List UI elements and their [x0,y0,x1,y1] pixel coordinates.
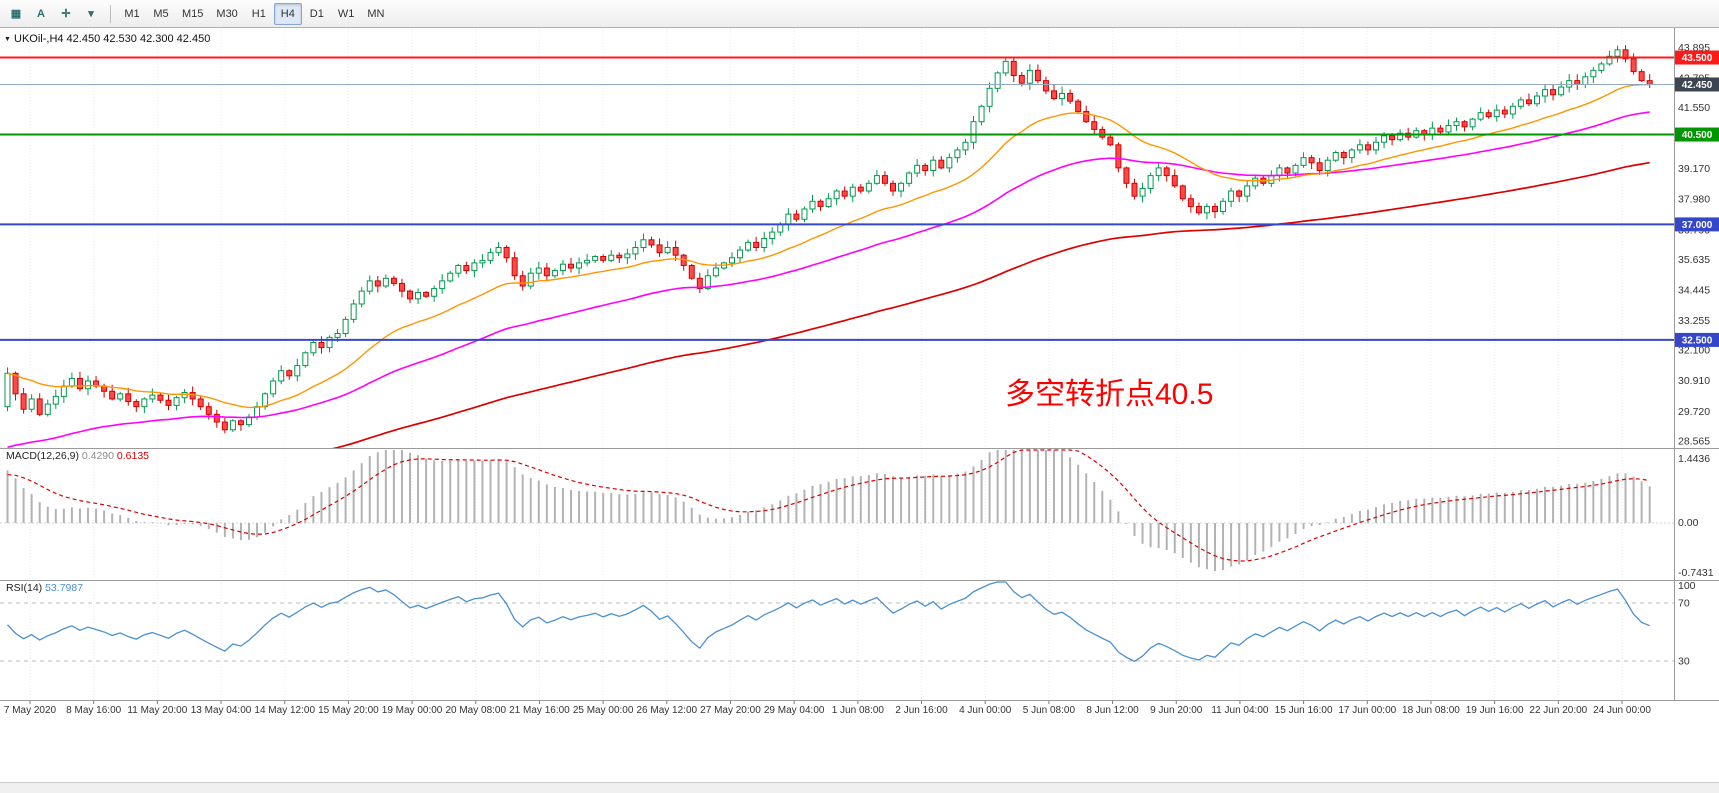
timeframe-group: M1 M5 M15 M30 H1 H4 D1 W1 MN [118,2,390,25]
price-axis[interactable]: 43.89542.70541.55040.36039.17037.98036.7… [1675,42,1719,448]
price-badge-43.500 [1675,50,1719,65]
price-badge-label: 32.500 [1682,335,1713,346]
macd-indicator [0,449,1674,572]
time-label: 19 May 00:00 [382,705,443,716]
price-badge-42.450 [1675,77,1719,92]
macd-scale-label: -0.7431 [1678,567,1714,579]
time-axis[interactable]: 7 May 2020 8 May 16:00 11 May 20:00 13 May … [4,701,1651,716]
symbol-ohlc-header: UKOil-,H4 42.450 42.530 42.300 42.450 [14,33,210,45]
rsi-indicator [0,581,1674,663]
toolbar: ▦ A ✛ ▾ M1 M5 M15 M30 H1 H4 D1 W1 MN [0,0,1719,28]
timeframe-button-m1[interactable]: M1 [124,7,140,20]
price-tick-label: 33.255 [1678,315,1710,327]
time-label: 29 May 04:00 [764,705,825,716]
price-tick-label: 41.550 [1678,102,1710,114]
objects-dropdown-button[interactable]: ▾ [88,8,94,20]
price-tick-label: 29.720 [1678,406,1710,418]
time-label: 2 Jun 16:00 [895,705,948,716]
time-label: 24 Jun 00:00 [1593,705,1651,716]
timeframe-button-m5[interactable]: M5 [153,7,169,20]
drawing-tools-group: ▦ A ✛ ▾ [4,3,103,25]
price-tick-label: 35.635 [1678,254,1710,266]
time-label: 21 May 16:00 [509,705,570,716]
text-label-tool-button[interactable]: A [37,7,45,20]
price-tick-label: 39.170 [1678,163,1710,175]
macd-scale-label: 1.4436 [1678,453,1710,465]
rsi-scale-label: 30 [1678,656,1690,668]
price-tick-label: 28.565 [1678,435,1710,447]
time-label: 20 May 08:00 [445,705,506,716]
price-badge-37.000 [1675,217,1719,232]
timeframe-button-w1[interactable]: W1 [337,7,355,20]
price-tick-label: 37.980 [1678,194,1710,206]
price-chart-area[interactable]: 43.89542.70541.55040.36039.17037.98036.7… [0,28,1719,793]
price-badge-label: 43.500 [1682,53,1713,64]
chart-mode-button[interactable]: ▦ [10,8,22,20]
macd-header: MACD(12,26,9) 0.4290 0.6135 [6,450,149,462]
time-label: 1 Jun 08:00 [832,705,885,716]
time-label: 5 Jun 08:00 [1023,705,1076,716]
price-tick-label: 32.100 [1678,345,1710,357]
price-tick-label: 30.910 [1678,375,1710,387]
crosshair-tool-button[interactable]: ✛ [61,8,71,20]
rsi-scale-label: 100 [1678,580,1696,592]
time-label: 15 Jun 16:00 [1275,705,1333,716]
price-badge-label: 37.000 [1682,220,1713,231]
time-label: 4 Jun 00:00 [959,705,1012,716]
time-label: 22 Jun 20:00 [1529,705,1587,716]
timeframe-button-h4[interactable]: H4 [273,2,302,25]
rsi-header: RSI(14) 53.7987 [6,582,83,594]
chart-background [0,28,1719,793]
annotation-text[interactable]: 多空转折点40.5 [1005,378,1213,411]
timeframe-button-mn[interactable]: MN [367,7,385,20]
toolbar-separator [110,4,111,23]
time-label: 25 May 00:00 [573,705,634,716]
time-label: 9 Jun 20:00 [1150,705,1203,716]
time-label: 27 May 20:00 [700,705,761,716]
grid-lines [29,28,1623,700]
timeframe-button-m15[interactable]: M15 [182,7,204,20]
chart-expand-arrow-icon[interactable]: ▼ [4,36,11,43]
time-label: 17 Jun 00:00 [1338,705,1396,716]
time-label: 8 Jun 12:00 [1086,705,1139,716]
moving-average-lines [7,84,1650,448]
time-label: 18 Jun 08:00 [1402,705,1460,716]
timeframe-button-m30[interactable]: M30 [216,7,238,20]
timeframe-button-d1[interactable]: D1 [309,7,324,20]
window-bottom-strip [0,783,1719,793]
time-label: 11 May 20:00 [127,705,187,716]
time-label: 19 Jun 16:00 [1466,705,1524,716]
rsi-scale-label: 70 [1678,598,1690,610]
time-label: 26 May 12:00 [636,705,697,716]
price-tick-label: 34.445 [1678,284,1710,296]
price-badge-32.500 [1675,332,1719,347]
time-label: 11 Jun 04:00 [1211,705,1269,716]
timeframe-button-h1[interactable]: H1 [251,7,266,20]
time-label: 8 May 16:00 [66,705,121,716]
price-badge-label: 42.450 [1682,80,1713,91]
time-label: 15 May 20:00 [318,705,379,716]
time-label: 14 May 12:00 [254,705,315,716]
time-label: 7 May 2020 [4,705,57,716]
time-label: 13 May 04:00 [191,705,252,716]
price-badge-40.500 [1675,127,1719,142]
price-badge-label: 40.500 [1682,130,1713,141]
macd-scale-label: 0.00 [1678,517,1699,529]
